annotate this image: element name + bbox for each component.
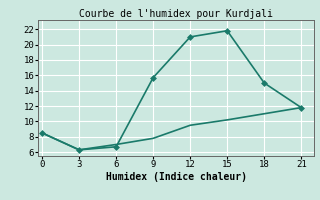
Title: Courbe de l'humidex pour Kurdjali: Courbe de l'humidex pour Kurdjali: [79, 9, 273, 19]
X-axis label: Humidex (Indice chaleur): Humidex (Indice chaleur): [106, 172, 246, 182]
